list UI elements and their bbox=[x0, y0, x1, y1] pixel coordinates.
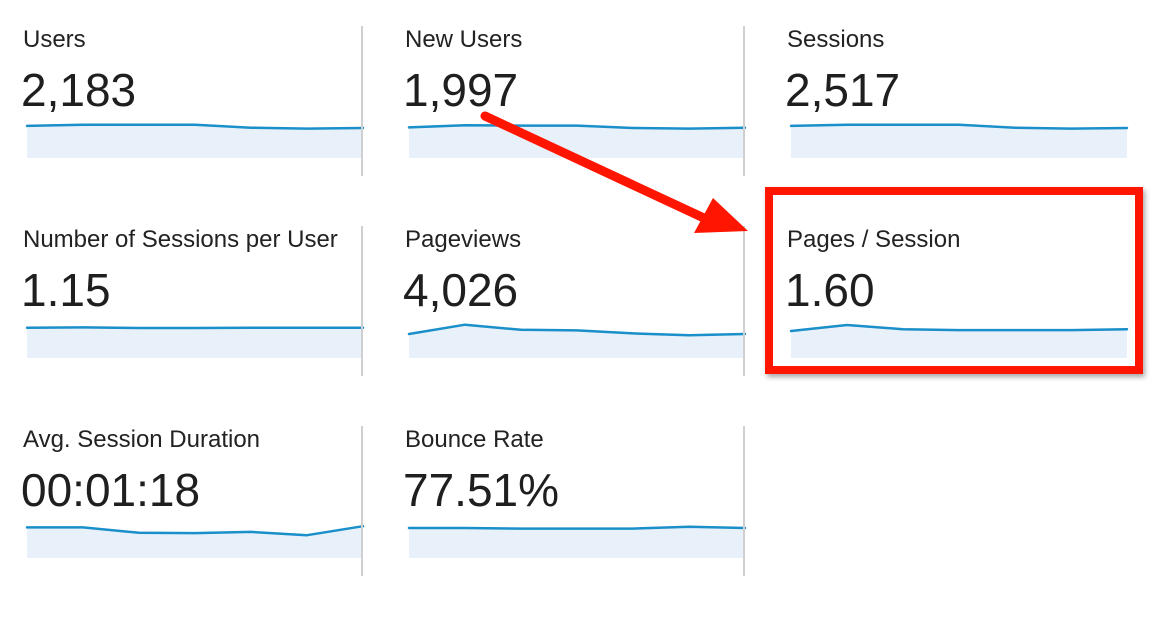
sparkline-line bbox=[25, 524, 365, 537]
metric-value: 1,997 bbox=[403, 64, 519, 116]
metric-card-pageviews[interactable]: Pageviews 4,026 bbox=[382, 200, 747, 400]
metric-label: Avg. Session Duration bbox=[23, 426, 261, 453]
metric-value: 00:01:18 bbox=[21, 464, 201, 516]
metric-card-pages-per-session[interactable]: Pages / Session 1.60 bbox=[764, 200, 1129, 400]
sparkline bbox=[25, 123, 365, 158]
sparkline-area bbox=[27, 526, 363, 558]
sparkline-line bbox=[407, 323, 747, 337]
metric-label: Pages / Session bbox=[787, 226, 961, 253]
metric-value: 2,517 bbox=[785, 64, 901, 116]
metric-label: Number of Sessions per User bbox=[23, 226, 338, 253]
sparkline-line bbox=[789, 123, 1129, 130]
sparkline-area bbox=[791, 124, 1127, 158]
metric-card-sessions-per-user[interactable]: Number of Sessions per User 1.15 bbox=[0, 200, 365, 400]
metric-label: New Users bbox=[405, 26, 523, 53]
sparkline-area bbox=[409, 125, 745, 158]
metric-label: Pageviews bbox=[405, 226, 522, 253]
sparkline bbox=[25, 326, 365, 358]
sparkline-area bbox=[409, 526, 745, 558]
sparkline-area bbox=[27, 327, 363, 358]
sparkline bbox=[25, 524, 365, 558]
metric-card-new-users[interactable]: New Users 1,997 bbox=[382, 0, 747, 200]
metric-value: 1.60 bbox=[785, 264, 875, 316]
sparkline bbox=[407, 323, 747, 358]
sparkline bbox=[789, 323, 1129, 358]
metric-label: Users bbox=[23, 26, 86, 53]
sparkline bbox=[407, 525, 747, 558]
sparkline-line bbox=[789, 323, 1129, 333]
metric-card-avg-session-duration[interactable]: Avg. Session Duration 00:01:18 bbox=[0, 400, 365, 600]
metric-value: 1.15 bbox=[21, 264, 111, 316]
sparkline bbox=[789, 123, 1129, 158]
metric-value: 2,183 bbox=[21, 64, 137, 116]
highlight-box bbox=[765, 187, 1143, 374]
sparkline-area bbox=[791, 325, 1127, 358]
metric-value: 77.51% bbox=[403, 464, 560, 516]
sparkline bbox=[407, 124, 747, 158]
metric-value: 4,026 bbox=[403, 264, 519, 316]
metric-label: Sessions bbox=[787, 26, 885, 53]
sparkline-line bbox=[25, 326, 365, 330]
metric-label: Bounce Rate bbox=[405, 426, 544, 453]
sparkline-area bbox=[27, 124, 363, 158]
sparkline-area bbox=[409, 324, 745, 358]
metric-card-users[interactable]: Users 2,183 bbox=[0, 0, 365, 200]
sparkline-line bbox=[25, 123, 365, 130]
metric-card-bounce-rate[interactable]: Bounce Rate 77.51% bbox=[382, 400, 747, 600]
sparkline-line bbox=[407, 525, 747, 530]
metric-card-sessions[interactable]: Sessions 2,517 bbox=[764, 0, 1129, 200]
